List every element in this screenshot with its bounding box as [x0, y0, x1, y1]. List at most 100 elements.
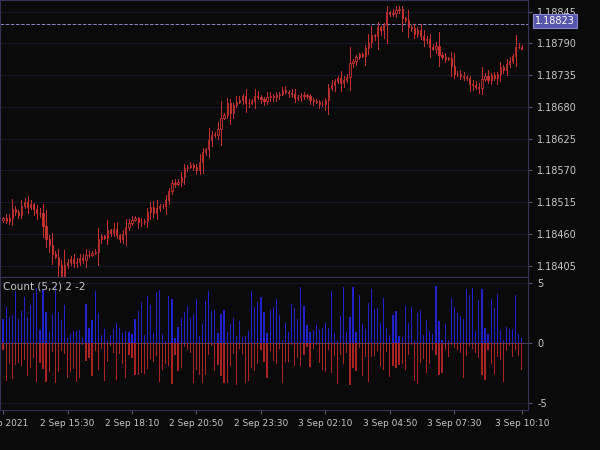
Bar: [282, 90, 283, 94]
Bar: [85, 343, 86, 361]
Bar: [193, 314, 194, 343]
Bar: [137, 343, 139, 375]
Bar: [377, 27, 378, 36]
Bar: [322, 328, 323, 343]
Bar: [150, 305, 151, 343]
Bar: [137, 218, 139, 222]
Bar: [107, 230, 108, 238]
Bar: [156, 292, 157, 343]
Bar: [313, 329, 314, 343]
Bar: [423, 36, 424, 40]
Bar: [411, 27, 412, 28]
Bar: [46, 343, 47, 382]
Bar: [98, 313, 99, 343]
Bar: [442, 55, 443, 57]
Bar: [313, 343, 314, 349]
Bar: [159, 207, 160, 208]
Bar: [407, 20, 409, 27]
Bar: [251, 101, 253, 103]
Bar: [380, 343, 381, 366]
Bar: [518, 334, 520, 343]
Bar: [116, 323, 117, 343]
Bar: [368, 343, 369, 382]
Bar: [481, 79, 482, 88]
Bar: [184, 168, 185, 177]
Bar: [423, 335, 424, 343]
Bar: [239, 343, 240, 349]
Bar: [491, 76, 492, 80]
Bar: [58, 312, 59, 343]
Bar: [300, 96, 301, 97]
Bar: [202, 343, 203, 382]
Bar: [429, 343, 430, 364]
Bar: [352, 288, 353, 343]
Bar: [52, 314, 53, 343]
Bar: [414, 28, 415, 35]
Bar: [494, 308, 495, 343]
Bar: [64, 265, 65, 276]
Bar: [21, 311, 22, 343]
Bar: [230, 103, 231, 113]
Bar: [193, 165, 194, 167]
Bar: [82, 338, 83, 343]
Bar: [328, 328, 329, 343]
Bar: [328, 88, 329, 99]
Bar: [282, 343, 283, 382]
Bar: [52, 245, 53, 254]
Bar: [227, 332, 228, 343]
Bar: [128, 343, 130, 355]
Bar: [257, 343, 259, 364]
Bar: [2, 320, 4, 343]
Bar: [506, 343, 507, 351]
Bar: [187, 306, 188, 343]
Bar: [343, 343, 344, 365]
Bar: [451, 58, 452, 66]
Bar: [389, 12, 391, 14]
Bar: [469, 295, 470, 343]
Bar: [168, 191, 169, 200]
Bar: [469, 78, 470, 84]
Bar: [521, 47, 523, 49]
Bar: [104, 236, 105, 238]
Bar: [269, 310, 271, 343]
Bar: [509, 61, 510, 64]
Bar: [251, 343, 253, 368]
Bar: [475, 343, 476, 353]
Bar: [11, 315, 13, 343]
Bar: [429, 330, 430, 343]
Bar: [220, 118, 221, 129]
Bar: [414, 343, 415, 381]
Bar: [426, 320, 427, 343]
Bar: [18, 212, 19, 215]
Bar: [217, 333, 218, 343]
Bar: [494, 76, 495, 78]
Bar: [472, 84, 473, 85]
Bar: [33, 343, 34, 358]
Bar: [131, 334, 133, 343]
Bar: [362, 343, 363, 377]
Bar: [275, 299, 277, 343]
Bar: [463, 320, 464, 343]
Bar: [340, 316, 341, 343]
Bar: [184, 343, 185, 346]
Bar: [395, 9, 397, 13]
Bar: [101, 335, 102, 343]
Bar: [134, 343, 136, 375]
Bar: [36, 209, 37, 213]
Bar: [162, 334, 163, 343]
Bar: [411, 343, 412, 345]
Bar: [24, 202, 25, 206]
Bar: [285, 323, 286, 343]
Bar: [291, 343, 292, 345]
Bar: [58, 343, 59, 372]
Bar: [395, 311, 397, 343]
Bar: [355, 343, 357, 371]
Bar: [5, 307, 7, 343]
Bar: [82, 258, 83, 261]
Bar: [143, 343, 145, 374]
Bar: [11, 209, 13, 218]
Bar: [269, 343, 271, 351]
Bar: [227, 343, 228, 383]
Bar: [61, 320, 62, 343]
Bar: [46, 312, 47, 343]
